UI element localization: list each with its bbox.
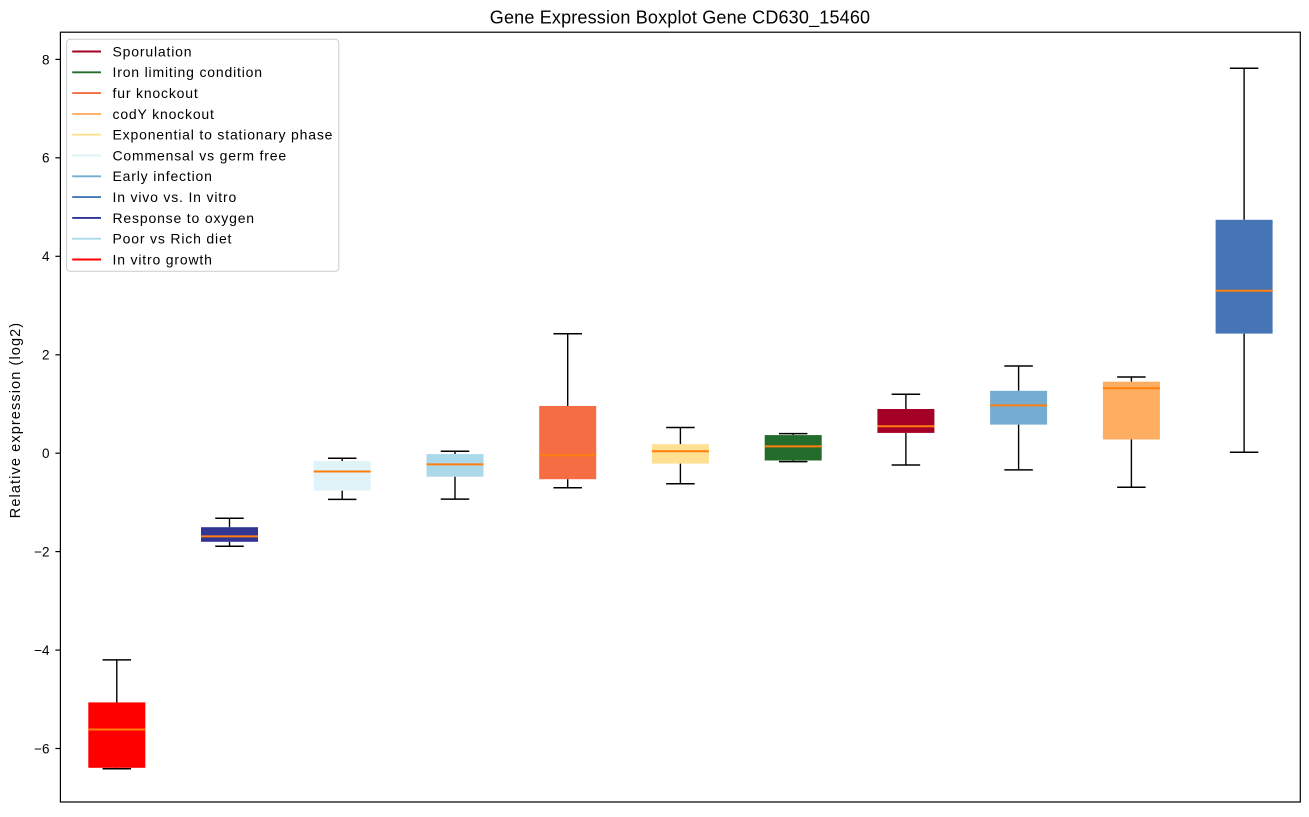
svg-text:−4: −4 bbox=[34, 643, 50, 658]
svg-text:Early infection: Early infection bbox=[113, 168, 213, 184]
svg-text:In vitro growth: In vitro growth bbox=[113, 251, 213, 267]
svg-text:In vivo vs. In vitro: In vivo vs. In vitro bbox=[113, 189, 238, 205]
svg-text:Gene Expression Boxplot Gene C: Gene Expression Boxplot Gene CD630_15460 bbox=[490, 7, 870, 28]
svg-text:Exponential to stationary phas: Exponential to stationary phase bbox=[113, 127, 334, 143]
svg-text:Relative expression (log2): Relative expression (log2) bbox=[8, 322, 24, 519]
svg-text:fur knockout: fur knockout bbox=[113, 85, 199, 101]
svg-text:8: 8 bbox=[42, 52, 50, 67]
svg-text:4: 4 bbox=[42, 249, 50, 264]
svg-text:Poor vs Rich diet: Poor vs Rich diet bbox=[113, 231, 233, 247]
svg-text:6: 6 bbox=[42, 151, 50, 166]
svg-text:Commensal vs germ free: Commensal vs germ free bbox=[113, 147, 287, 163]
svg-text:Sporulation: Sporulation bbox=[113, 43, 193, 59]
svg-text:−6: −6 bbox=[34, 741, 49, 756]
svg-text:−2: −2 bbox=[34, 545, 49, 560]
svg-text:Iron limiting condition: Iron limiting condition bbox=[113, 64, 263, 80]
svg-text:2: 2 bbox=[42, 348, 50, 363]
svg-text:0: 0 bbox=[42, 446, 50, 461]
svg-text:Response to oxygen: Response to oxygen bbox=[113, 210, 255, 226]
svg-text:codY knockout: codY knockout bbox=[113, 106, 215, 122]
